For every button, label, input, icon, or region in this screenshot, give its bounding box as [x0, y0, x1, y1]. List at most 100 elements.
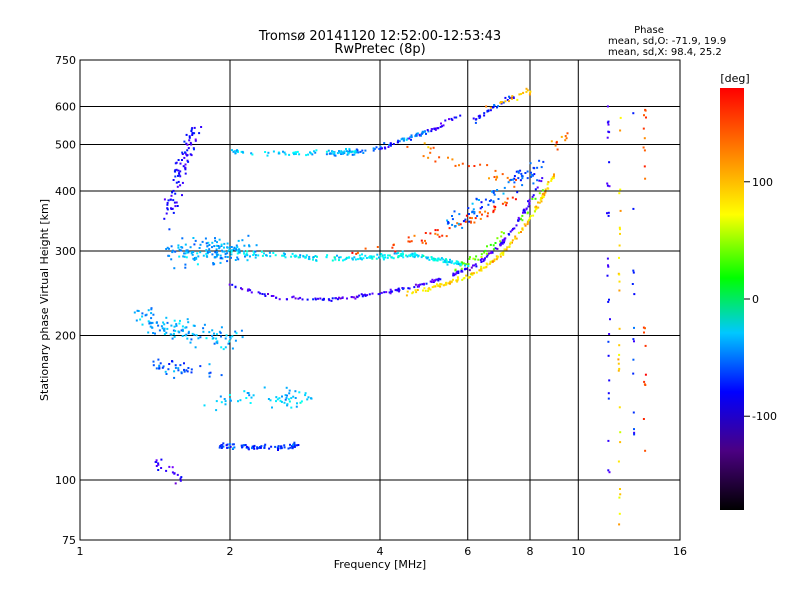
data-point [246, 250, 249, 253]
data-point [504, 201, 507, 204]
data-point [487, 203, 490, 206]
data-point [454, 273, 457, 276]
data-point [371, 292, 374, 295]
data-point [214, 237, 216, 240]
y-tick-label: 500 [55, 139, 76, 152]
data-point [500, 241, 503, 244]
data-point [190, 130, 193, 132]
data-point [552, 175, 555, 178]
data-point [361, 258, 363, 261]
data-point [219, 331, 222, 334]
data-point [343, 150, 346, 153]
data-point [511, 95, 514, 98]
data-point [195, 256, 197, 259]
data-point [354, 151, 357, 154]
data-point [421, 241, 424, 244]
data-point [184, 326, 187, 329]
data-point [395, 252, 398, 255]
data-point [451, 260, 454, 263]
data-point [281, 254, 284, 257]
data-point [235, 149, 238, 152]
data-point [514, 237, 517, 240]
data-point [290, 406, 293, 409]
data-point [322, 297, 325, 300]
data-point [234, 259, 237, 261]
data-point [166, 321, 169, 324]
data-point [263, 293, 266, 296]
data-point [333, 256, 336, 259]
data-point [508, 245, 511, 248]
data-point [619, 188, 622, 191]
data-point [174, 192, 177, 195]
data-point [534, 210, 536, 213]
data-point [366, 294, 369, 297]
data-point [455, 272, 458, 275]
data-point [189, 246, 192, 249]
data-point [380, 147, 383, 150]
data-point [413, 286, 416, 289]
data-point [175, 201, 178, 204]
data-point [644, 373, 647, 376]
data-point [607, 340, 610, 343]
data-point [168, 254, 171, 257]
data-point [469, 256, 471, 259]
data-point [457, 261, 460, 264]
data-point [220, 326, 223, 329]
data-point [470, 266, 473, 269]
data-point [177, 244, 180, 247]
data-point [383, 291, 386, 294]
data-point [606, 182, 609, 185]
data-point [491, 106, 494, 109]
data-point [497, 105, 500, 108]
data-point [608, 333, 611, 335]
data-point [193, 259, 196, 261]
data-point [534, 208, 537, 211]
data-point [495, 178, 497, 181]
data-point [606, 212, 608, 215]
data-point [480, 269, 483, 272]
data-point [519, 169, 522, 172]
data-point [645, 116, 647, 119]
data-point [445, 283, 448, 286]
data-point [352, 296, 355, 299]
data-point [163, 323, 166, 326]
data-point [393, 252, 396, 255]
data-point [237, 239, 240, 242]
data-point [231, 443, 234, 446]
data-point [491, 260, 494, 263]
data-point [439, 283, 442, 285]
data-point [228, 283, 231, 286]
data-point [211, 241, 214, 244]
data-point [485, 255, 488, 258]
data-point [619, 232, 621, 235]
data-point [501, 202, 504, 205]
data-point [506, 197, 509, 200]
data-point [238, 250, 241, 253]
data-point [511, 241, 513, 244]
data-point [238, 248, 240, 251]
data-point [530, 171, 532, 174]
data-point [502, 253, 505, 256]
data-point [343, 152, 346, 155]
data-point [617, 369, 620, 372]
data-point [618, 280, 621, 283]
data-point [292, 295, 295, 298]
data-point [151, 321, 154, 324]
data-point [229, 445, 232, 448]
data-point [217, 245, 220, 247]
data-point [408, 137, 411, 140]
data-point [184, 166, 187, 169]
data-point [162, 321, 165, 324]
data-point [282, 150, 284, 153]
data-point [368, 256, 371, 258]
data-point [300, 400, 303, 403]
data-point [424, 239, 426, 242]
data-point [503, 239, 506, 242]
data-point [170, 245, 173, 248]
data-point [218, 247, 221, 250]
data-point [297, 444, 300, 446]
data-point [496, 176, 499, 179]
data-point [453, 210, 456, 213]
data-point [550, 140, 553, 143]
data-point [193, 324, 196, 327]
